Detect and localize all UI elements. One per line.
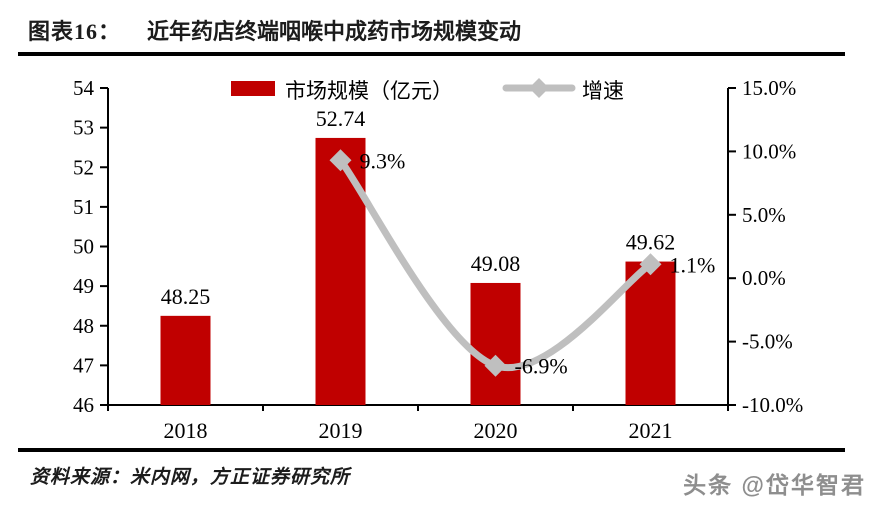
right-axis-tick-label: 15.0%: [742, 76, 796, 100]
bar-2018: [160, 315, 211, 405]
right-axis-tick-label: 0.0%: [742, 266, 786, 290]
source-note: 资料来源：米内网，方正证券研究所: [30, 467, 351, 488]
x-axis-category-label: 2021: [629, 418, 673, 443]
bar-2021: [625, 261, 676, 405]
left-axis-tick-label: 46: [73, 393, 94, 417]
left-axis-tick-label: 54: [73, 76, 95, 100]
left-axis-tick-label: 50: [73, 235, 94, 259]
growth-marker-2021: [639, 253, 662, 276]
bar-value-label: 49.08: [471, 251, 521, 276]
bar-2020: [470, 282, 521, 405]
right-axis-tick-label: 10.0%: [742, 139, 796, 163]
bottom-divider: [18, 448, 845, 452]
left-axis-tick-label: 48: [73, 314, 94, 338]
growth-value-label: 1.1%: [670, 252, 716, 277]
legend-bar-label: 市场规模（亿元）: [285, 79, 453, 103]
figure-title: 近年药店终端咽喉中成药市场规模变动: [147, 19, 522, 44]
growth-value-label: 9.3%: [360, 148, 406, 173]
legend-line-marker: [529, 78, 549, 98]
left-axis-tick-label: 53: [73, 116, 94, 140]
growth-marker-2019: [329, 149, 352, 172]
left-axis-tick-label: 52: [73, 155, 94, 179]
x-axis-category-label: 2019: [319, 418, 363, 443]
growth-marker-2020: [484, 354, 507, 377]
legend-bar-swatch: [231, 81, 275, 96]
x-axis-category-label: 2018: [164, 418, 208, 443]
figure-label: 图表16：: [28, 19, 122, 44]
left-axis-tick-label: 47: [73, 353, 94, 377]
growth-value-label: -6.9%: [515, 354, 568, 379]
bar-2019: [315, 137, 366, 406]
legend-line-label: 增速: [582, 79, 624, 103]
left-axis-tick-label: 49: [73, 274, 94, 298]
figure-header: 图表16： 近年药店终端咽喉中成药市场规模变动: [28, 14, 848, 46]
x-axis-category-label: 2020: [474, 418, 518, 443]
bar-value-label: 52.74: [316, 106, 366, 131]
right-axis-tick-label: -10.0%: [742, 393, 803, 417]
bar-value-label: 48.25: [161, 284, 211, 309]
watermark: 头条 @岱华智君: [683, 472, 866, 498]
right-axis-tick-label: -5.0%: [742, 330, 793, 354]
right-axis-tick-label: 5.0%: [742, 203, 786, 227]
bar-value-label: 49.62: [626, 230, 676, 255]
top-divider: [18, 52, 845, 56]
left-axis-tick-label: 51: [73, 195, 94, 219]
